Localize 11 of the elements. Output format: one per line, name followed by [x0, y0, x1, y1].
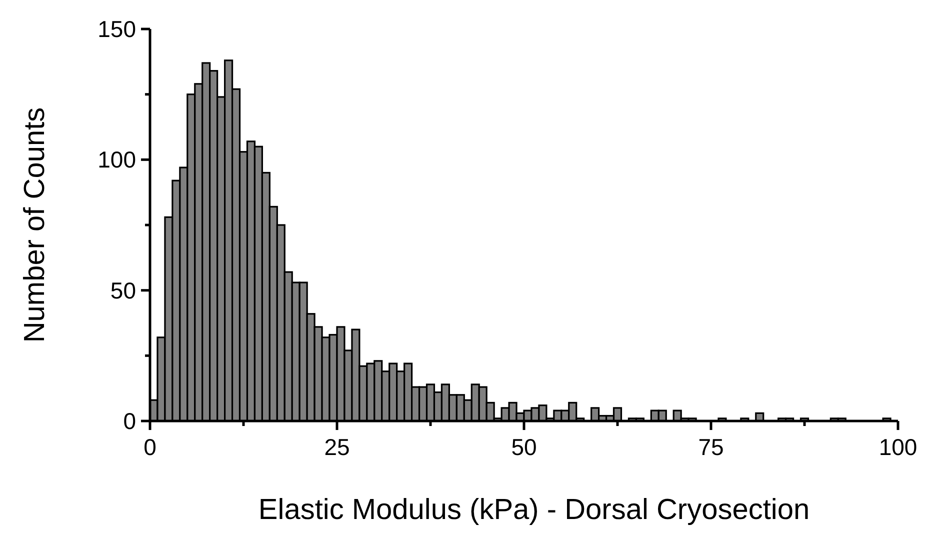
- y-tick-label: 50: [110, 277, 136, 304]
- x-tick-label: 75: [698, 434, 724, 460]
- y-tick-label: 150: [98, 16, 136, 42]
- y-tick-label: 0: [123, 408, 136, 434]
- x-tick-label: 25: [324, 434, 350, 460]
- x-tick-label: 50: [511, 434, 537, 460]
- y-tick-label: 100: [98, 146, 136, 173]
- y-axis-title: Number of Counts: [19, 107, 51, 343]
- x-axis-title: Elastic Modulus (kPa) - Dorsal Cryosection: [258, 494, 810, 526]
- x-tick-label: 100: [878, 434, 918, 460]
- x-tick-label: 0: [144, 434, 156, 460]
